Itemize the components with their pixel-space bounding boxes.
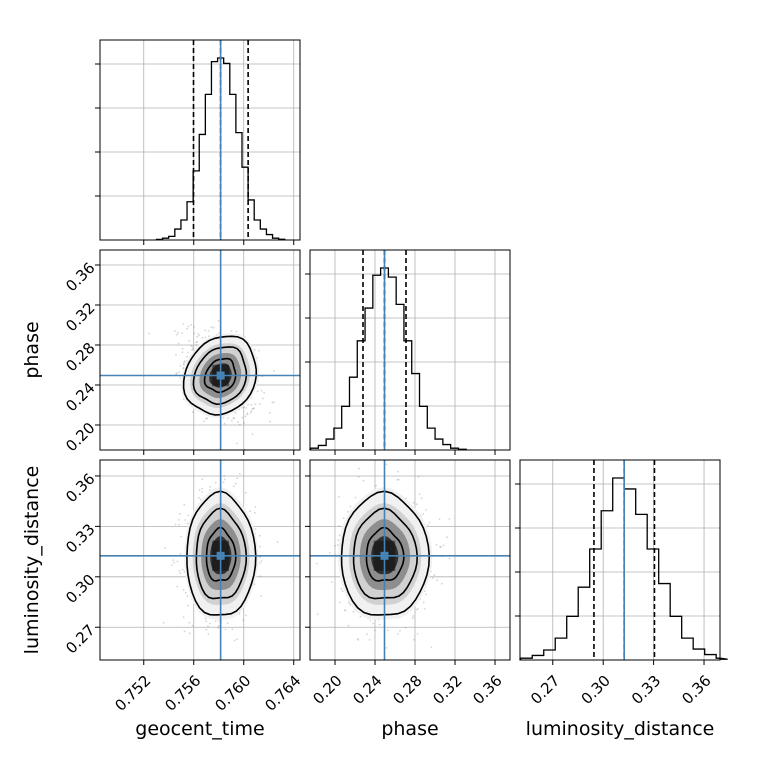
x-tick-label-phase: 0.32 <box>429 672 465 708</box>
x-tick-label-phase: 0.28 <box>389 672 425 708</box>
y-axis-label-luminosity_distance: luminosity_distance <box>21 466 43 655</box>
x-axis-label-geocent_time: geocent_time <box>135 718 264 740</box>
panel-frame <box>519 459 721 661</box>
x-axis-label-luminosity_distance: luminosity_distance <box>526 718 715 740</box>
y-tick-label-luminosity_distance: 0.30 <box>62 571 98 607</box>
tick-labels: 0.752 0.756 0.760 0.764 0.20 0.24 0.28 0.32 0.36… <box>62 259 715 715</box>
panel-frame <box>99 459 301 661</box>
x-tick-label-phase: 0.20 <box>309 672 345 708</box>
truth-marker <box>380 551 389 560</box>
scatter-panel-luminosity_distance-vs-phase <box>305 459 511 665</box>
y-tick-label-phase: 0.28 <box>62 339 98 375</box>
x-axis-label-phase: phase <box>381 718 438 740</box>
contour-level-3 <box>203 357 237 394</box>
scatter-panel-luminosity_distance-vs-geocent_time <box>95 459 301 665</box>
x-tick-label-geocent_time: 0.760 <box>211 672 254 715</box>
panel-frame <box>99 249 301 451</box>
histogram-panel-phase <box>305 249 511 455</box>
y-tick-label-phase: 0.32 <box>62 299 98 335</box>
x-tick-label-geocent_time: 0.764 <box>261 672 304 715</box>
x-tick-label-geocent_time: 0.756 <box>161 672 204 715</box>
histogram-step-phase <box>309 267 467 450</box>
y-tick-label-luminosity_distance: 0.36 <box>62 470 98 506</box>
y-tick-label-phase: 0.20 <box>62 419 98 455</box>
y-tick-label-phase: 0.36 <box>62 259 98 295</box>
y-axis-label-phase: phase <box>21 321 43 378</box>
contour-level-2 <box>192 346 248 405</box>
panel-frame <box>99 39 301 241</box>
histogram-panel-geocent_time <box>95 39 301 245</box>
x-tick-label-luminosity_distance: 0.27 <box>527 672 563 708</box>
panel-frame <box>309 249 511 451</box>
y-tick-label-luminosity_distance: 0.33 <box>62 520 98 556</box>
y-tick-label-phase: 0.24 <box>62 379 98 415</box>
x-tick-label-phase: 0.36 <box>469 672 505 708</box>
truth-marker <box>216 371 225 380</box>
x-tick-label-geocent_time: 0.752 <box>111 672 154 715</box>
y-tick-label-luminosity_distance: 0.27 <box>62 621 98 657</box>
panel-frame <box>309 459 511 661</box>
histogram-panel-luminosity_distance <box>515 459 728 665</box>
x-tick-label-luminosity_distance: 0.36 <box>678 672 714 708</box>
x-tick-label-luminosity_distance: 0.30 <box>578 672 614 708</box>
x-tick-label-luminosity_distance: 0.33 <box>628 672 664 708</box>
contour-level-1 <box>182 335 258 416</box>
truth-marker <box>216 551 225 560</box>
scatter-panel-phase-vs-geocent_time <box>95 249 301 455</box>
x-tick-label-phase: 0.24 <box>349 672 385 708</box>
contours <box>182 335 258 416</box>
